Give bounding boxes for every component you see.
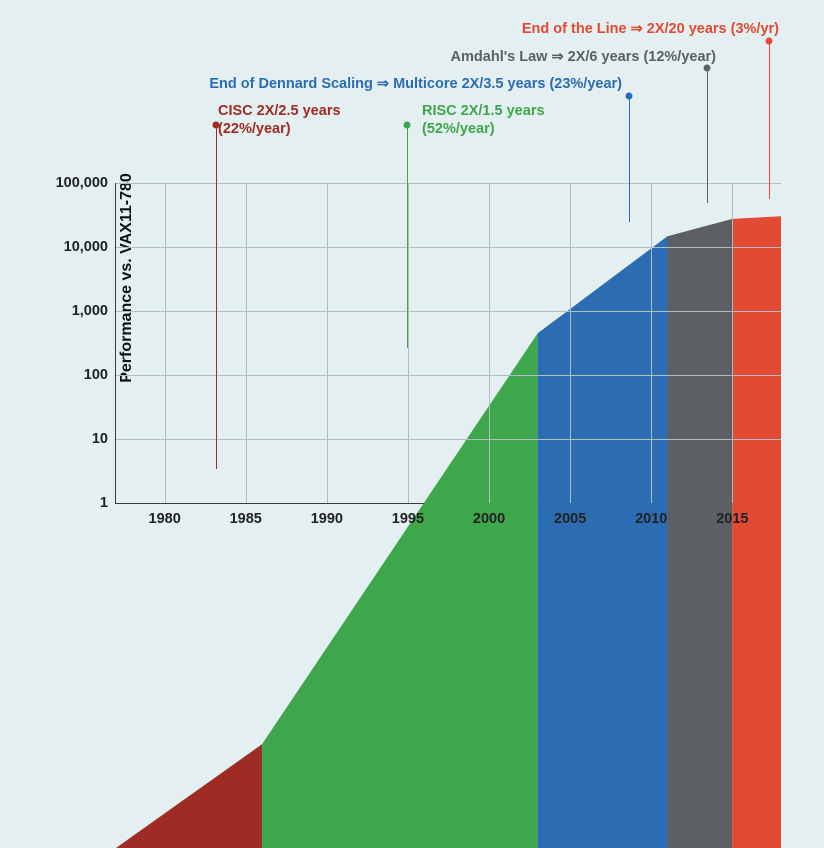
callout-line-RISC: [407, 125, 408, 348]
callout-label-RISC: RISC 2X/1.5 years(52%/year): [422, 102, 545, 138]
x-tick-label: 1995: [392, 503, 424, 527]
x-tick-label: 2015: [716, 503, 748, 527]
callout-dot-RISC: [403, 122, 410, 129]
era-Dennard: [538, 236, 668, 848]
callout-label-Amdahl: Amdahl's Law ⇒ 2X/6 years (12%/year): [451, 48, 716, 66]
gridline-v: [732, 183, 733, 503]
era-Amdahl: [667, 219, 732, 848]
callout-label-CISC: CISC 2X/2.5 years(22%/year): [218, 102, 341, 138]
callout-dot-EndOfLine: [765, 38, 772, 45]
callout-line-CISC: [216, 125, 217, 469]
gridline-v: [246, 183, 247, 503]
y-tick-label: 10,000: [64, 239, 116, 255]
callout-line-Dennard: [629, 96, 630, 222]
x-tick-label: 1990: [311, 503, 343, 527]
x-tick-label: 1980: [149, 503, 181, 527]
gridline-v: [570, 183, 571, 503]
x-tick-label: 2005: [554, 503, 586, 527]
era-CISC: [116, 744, 262, 848]
y-tick-label: 1: [100, 495, 116, 511]
y-tick-label: 1,000: [72, 303, 116, 319]
y-tick-label: 10: [92, 431, 116, 447]
gridline-v: [651, 183, 652, 503]
callout-label-EndOfLine: End of the Line ⇒ 2X/20 years (3%/yr): [522, 20, 779, 38]
gridline-v: [408, 183, 409, 503]
y-tick-label: 100: [84, 367, 116, 383]
x-tick-label: 2010: [635, 503, 667, 527]
x-tick-label: 2000: [473, 503, 505, 527]
gridline-v: [165, 183, 166, 503]
era-RISC: [262, 333, 538, 848]
x-tick-label: 1985: [230, 503, 262, 527]
y-tick-label: 100,000: [56, 175, 116, 191]
callout-line-EndOfLine: [769, 41, 770, 199]
callout-line-Amdahl: [707, 68, 708, 203]
callout-dot-Dennard: [626, 93, 633, 100]
gridline-v: [489, 183, 490, 503]
gridline-v: [327, 183, 328, 503]
callout-label-Dennard: End of Dennard Scaling ⇒ Multicore 2X/3.…: [209, 75, 622, 93]
